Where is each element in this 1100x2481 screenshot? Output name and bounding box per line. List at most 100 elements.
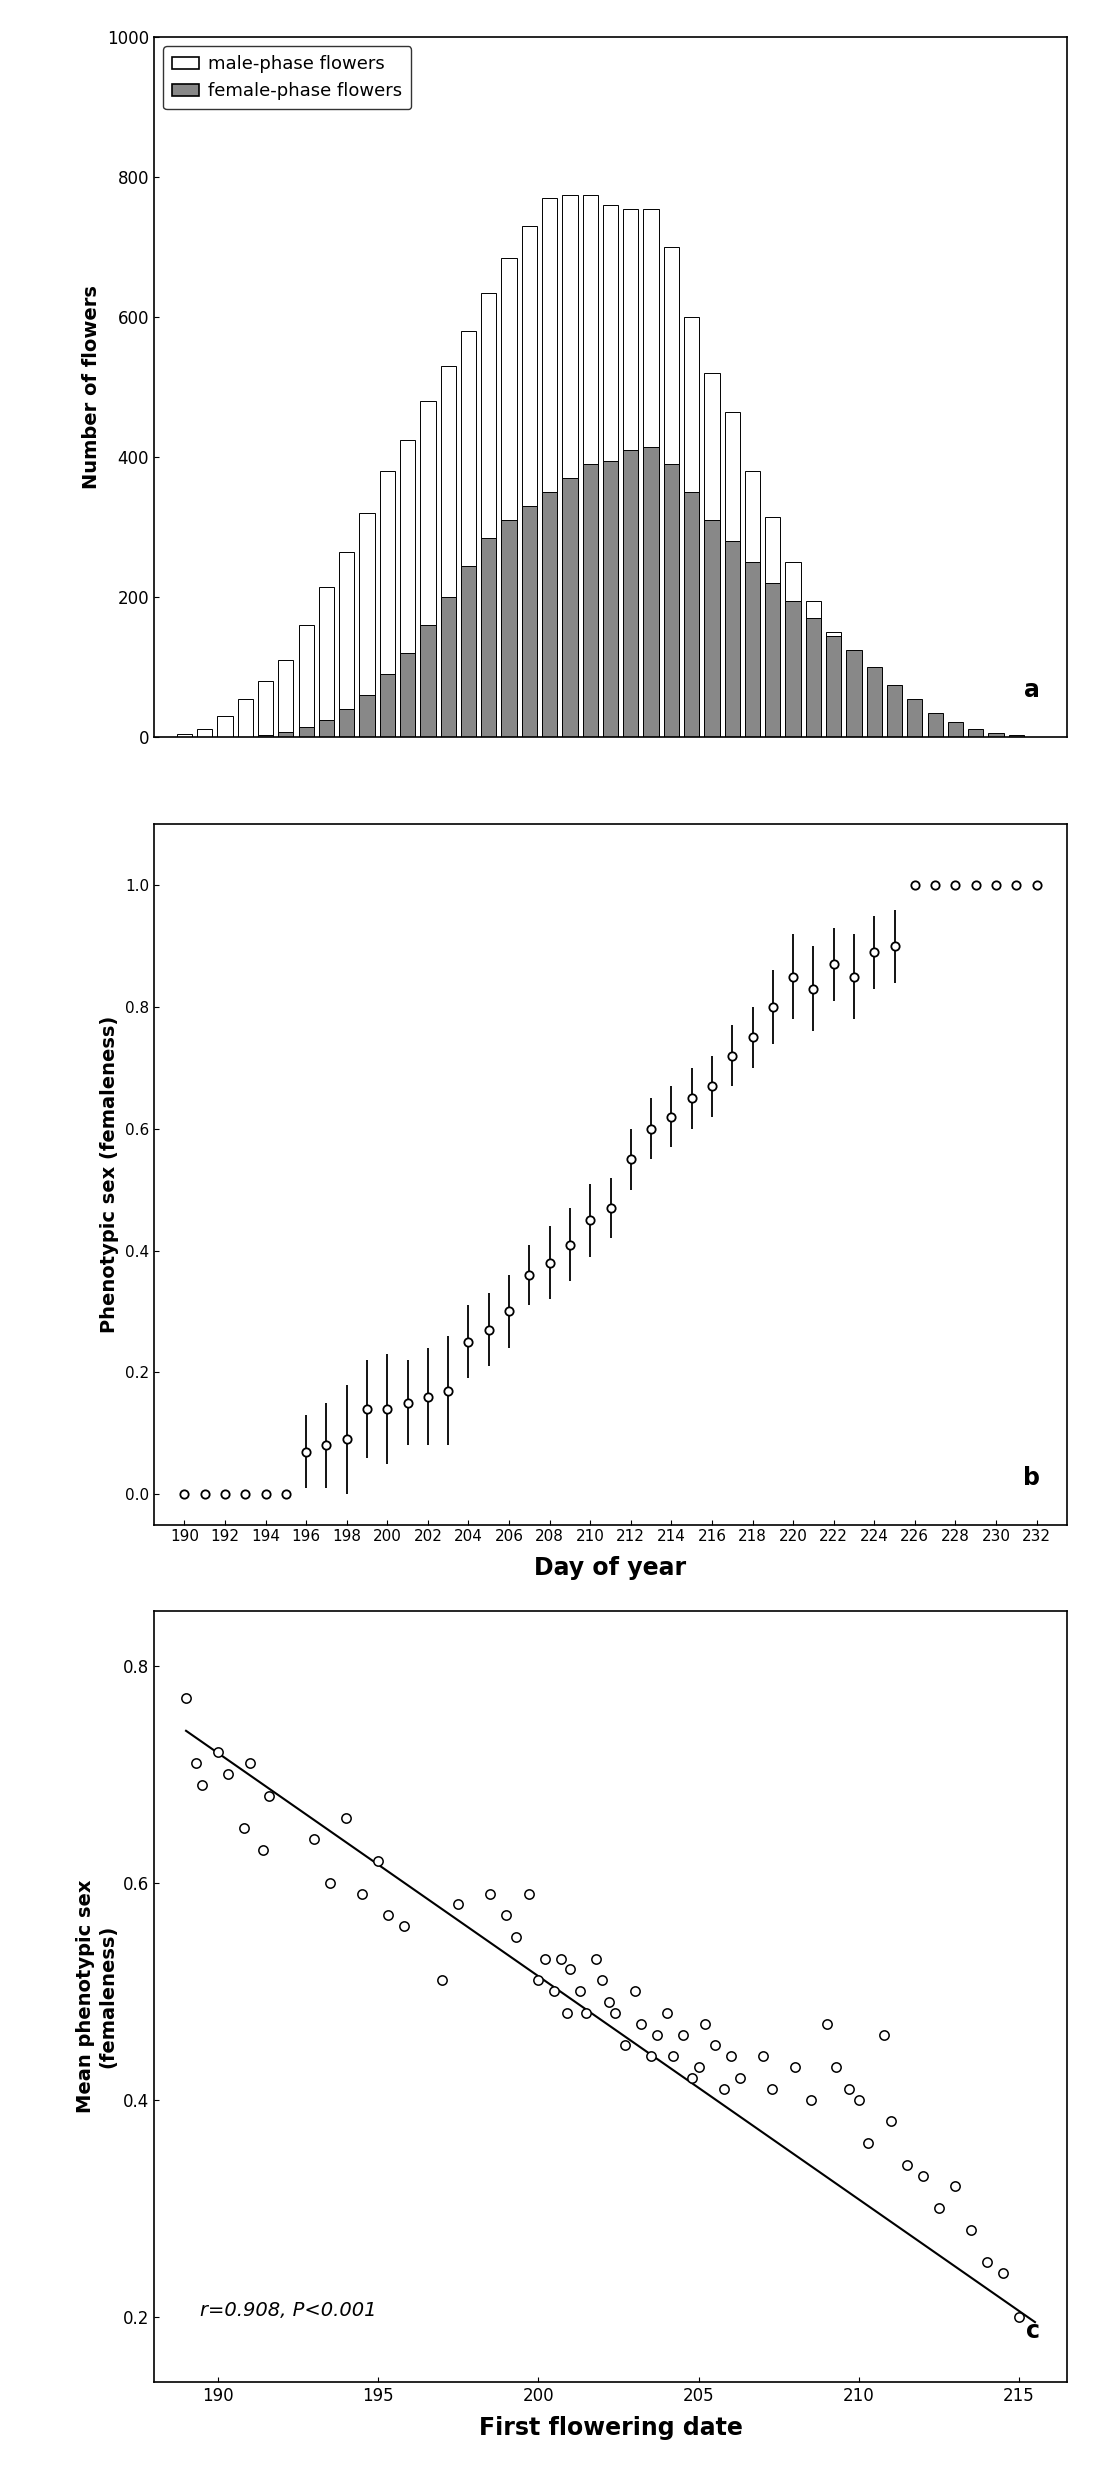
Point [194, 1764, 211, 1804]
Point [715, 2069, 733, 2109]
Point [370, 1841, 387, 1881]
Text: a: a [1024, 677, 1040, 702]
Point [732, 2059, 749, 2099]
Y-axis label: Number of flowers: Number of flowers [82, 285, 101, 489]
Bar [684, 318, 700, 737]
Bar [624, 452, 638, 737]
Bar [806, 600, 821, 737]
Point [840, 2069, 858, 2109]
Point [587, 1938, 605, 1977]
Point [658, 1992, 675, 2032]
Point [254, 1831, 272, 1871]
Point [177, 1680, 195, 1719]
Bar [989, 734, 1003, 737]
Point [520, 1873, 538, 1913]
Bar [238, 700, 253, 737]
Point [578, 1992, 595, 2032]
Bar [603, 461, 618, 737]
Point [696, 2005, 714, 2044]
Point [754, 2037, 771, 2077]
Bar [989, 734, 1003, 737]
Point [338, 1799, 355, 1838]
X-axis label: Day of year: Day of year [535, 1556, 686, 1580]
Text: c: c [1025, 2320, 1040, 2342]
Point [827, 2047, 845, 2087]
Point [898, 2146, 915, 2186]
Bar [663, 464, 679, 737]
Point [219, 1754, 236, 1794]
Point [261, 1776, 278, 1816]
Bar [521, 226, 537, 737]
Point [914, 2156, 932, 2196]
Bar [360, 695, 375, 737]
Point [187, 1744, 205, 1784]
Point [606, 1992, 624, 2032]
Bar [968, 729, 983, 737]
Bar [339, 710, 354, 737]
Bar [400, 439, 415, 737]
Point [648, 2015, 666, 2054]
Bar [908, 700, 923, 737]
Point [552, 1938, 570, 1977]
Text: b: b [1023, 1466, 1040, 1489]
Bar [461, 332, 476, 737]
Bar [624, 208, 638, 737]
Point [994, 2253, 1012, 2292]
Bar [400, 653, 415, 737]
Bar [420, 625, 436, 737]
Point [859, 2124, 877, 2163]
Bar [846, 660, 861, 737]
Bar [298, 625, 314, 737]
Point [241, 1744, 258, 1784]
Point [209, 1732, 227, 1771]
Point [931, 2188, 948, 2228]
Bar [521, 506, 537, 737]
Bar [908, 712, 923, 737]
Bar [481, 538, 496, 737]
Point [321, 1863, 339, 1903]
Point [529, 1960, 547, 2000]
Bar [684, 491, 700, 737]
Point [379, 1895, 397, 1935]
Bar [867, 667, 882, 737]
Point [601, 1982, 618, 2022]
Bar [725, 412, 740, 737]
Point [562, 1950, 580, 1990]
Bar [441, 598, 455, 737]
Bar [258, 682, 273, 737]
Bar [704, 372, 719, 737]
Legend: male-phase flowers, female-phase flowers: male-phase flowers, female-phase flowers [163, 47, 411, 109]
Point [802, 2079, 820, 2119]
Bar [319, 719, 334, 737]
Bar [379, 471, 395, 737]
Bar [218, 717, 232, 737]
Y-axis label: Phenotypic sex (femaleness): Phenotypic sex (femaleness) [100, 1015, 119, 1332]
Bar [339, 551, 354, 737]
Bar [177, 734, 192, 737]
Point [664, 2037, 682, 2077]
X-axis label: First flowering date: First flowering date [478, 2416, 742, 2439]
Bar [948, 722, 962, 737]
Bar [298, 727, 314, 737]
Bar [562, 479, 578, 737]
Point [785, 2047, 803, 2087]
Bar [379, 675, 395, 737]
Bar [278, 660, 294, 737]
Point [690, 2047, 707, 2087]
Bar [644, 208, 659, 737]
Bar [583, 196, 597, 737]
Point [353, 1873, 371, 1913]
Point [433, 1960, 451, 2000]
Bar [663, 248, 679, 737]
Bar [502, 258, 517, 737]
Point [626, 1972, 644, 2012]
Point [450, 1886, 468, 1925]
Bar [766, 516, 780, 737]
Bar [319, 588, 334, 737]
Bar [278, 732, 294, 737]
Bar [867, 682, 882, 737]
Point [571, 1972, 588, 2012]
Point [674, 2015, 692, 2054]
Point [536, 1938, 553, 1977]
Bar [197, 729, 212, 737]
